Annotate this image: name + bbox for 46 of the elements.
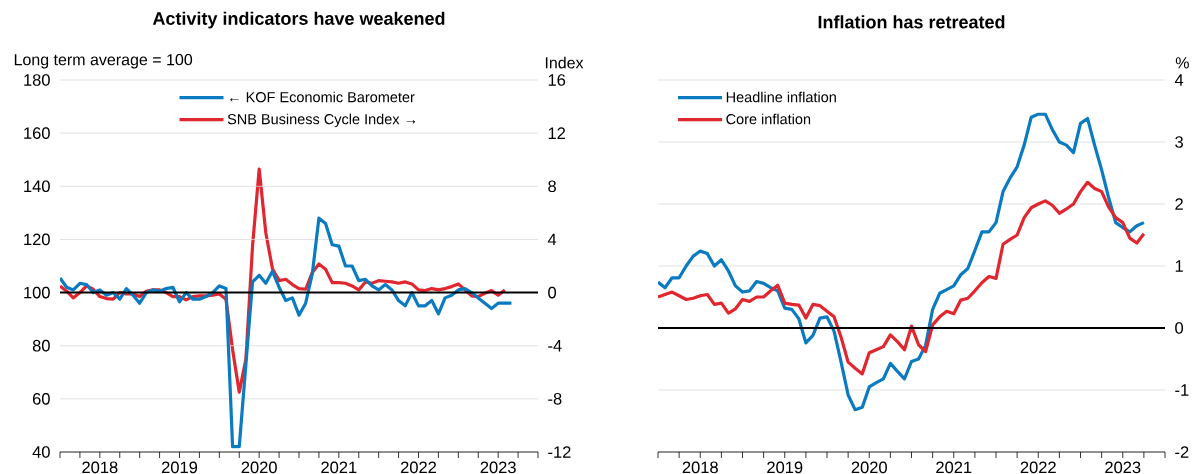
x-tick-label: 2022 [400,461,437,474]
y-tick-label: 140 [24,180,50,193]
y2-tick-label: -8 [548,393,562,405]
line-series [658,180,1146,376]
x-tick-label: 2020 [851,461,887,474]
x-tick-label: 2020 [241,461,277,474]
y-tick-label: 40 [32,446,50,458]
y2-tick-label: 12 [548,127,566,139]
y-tick-label: 3 [1175,136,1183,148]
y-tick-label: 120 [24,233,50,246]
y2-tick-label: 16 [548,74,566,86]
y2-axis-title: Index [545,56,584,69]
y-tick-label: 4 [1174,74,1184,86]
y2-tick-label: 8 [548,180,556,193]
y-tick-label: 100 [24,286,50,299]
y-tick-label: 160 [24,127,50,139]
x-tick-label: 2018 [682,461,718,474]
x-tick-label: 2021 [321,461,357,474]
chart-title: Inflation has retreated [818,15,1005,29]
x-tick-label: 2021 [936,461,972,474]
line-series [658,112,1146,412]
y-tick-label: -2 [1175,446,1189,458]
legend-label: ← KOF Economic Barometer [230,91,415,103]
y2-tick-label: -12 [548,446,571,458]
y-tick-label: 0 [1175,322,1184,334]
legend-label: Core inflation [726,113,811,125]
y-axis-title: % [1175,57,1189,69]
y2-tick-label: -4 [548,340,562,352]
x-tick-label: 2019 [767,461,803,474]
y-tick-label: -1 [1175,384,1189,396]
legend-label: Headline inflation [726,91,836,103]
x-tick-label: 2018 [82,461,118,474]
chart-title: Activity indicators have weakened [152,11,445,29]
legend-label: SNB Business Cycle Index → [227,113,416,128]
y-tick-label: 180 [24,74,50,86]
x-tick-label: 2023 [480,461,516,474]
y2-tick-label: 0 [548,286,557,299]
y-tick-label: 60 [32,393,50,405]
x-tick-label: 2022 [1020,461,1056,474]
y-tick-label: 80 [32,339,50,352]
y-tick-label: 1 [1175,260,1183,272]
x-tick-label: 2023 [1105,461,1141,474]
y-tick-label: 2 [1175,198,1183,210]
y2-tick-label: 4 [547,233,557,246]
y-axis-title: Long term average = 100 [14,53,193,69]
x-tick-label: 2019 [161,461,198,474]
